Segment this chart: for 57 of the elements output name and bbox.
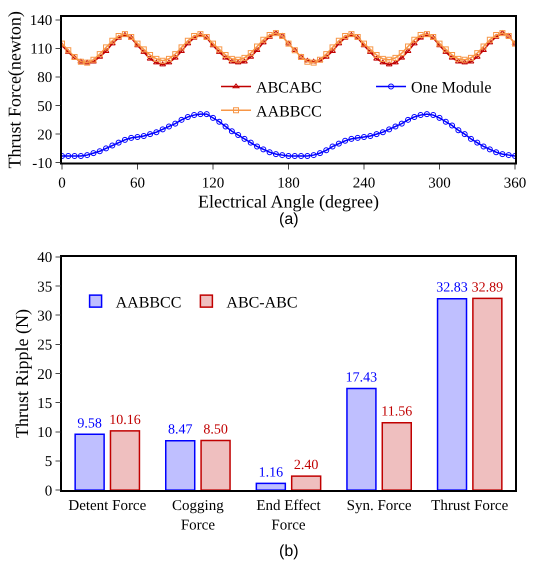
legend-label: ABCABC	[256, 80, 322, 97]
y-tick-label: 50	[37, 98, 52, 115]
y-axis-title: Thrust Ripple (N)	[12, 309, 32, 438]
bar	[436, 298, 468, 490]
bar	[290, 475, 322, 490]
x-tick-label: Syn. Force	[346, 498, 412, 514]
x-tick-label: 0	[58, 175, 66, 192]
y-axis-title: Thrust Force(newton)	[4, 11, 24, 169]
data-label: 2.40	[294, 458, 318, 474]
y-tick-label: 20	[37, 366, 52, 383]
bar	[200, 440, 231, 490]
y-tick-label: 110	[30, 42, 52, 58]
data-label: 32.83	[436, 280, 468, 296]
x-tick-label: 300	[428, 175, 451, 192]
bar	[165, 440, 196, 490]
x-tick-label: 180	[277, 175, 300, 192]
y-tick-label: 10	[37, 425, 52, 442]
x-tick-label: 240	[352, 175, 376, 192]
bar	[382, 422, 412, 490]
bar	[256, 482, 286, 490]
data-label: 1.16	[258, 465, 284, 480]
y-tick-label: 0	[44, 483, 52, 500]
legend-label: AABBCC	[116, 294, 182, 312]
text: (a)	[279, 211, 299, 228]
y-tick-label: 25	[37, 338, 52, 354]
y-tick-label: 40	[37, 250, 52, 266]
bar	[472, 298, 503, 490]
data-label: 9.58	[77, 416, 102, 432]
data-label: 32.89	[472, 280, 504, 296]
bar	[74, 434, 105, 490]
y-tick-label: 15	[37, 396, 52, 412]
x-axis-title: Electrical Angle (degree)	[198, 191, 379, 212]
x-tick-label: End Effect Force	[256, 498, 322, 534]
data-label: 8.47	[168, 422, 192, 438]
y-tick-label: 20	[37, 127, 52, 144]
x-tick-label: Detent Force	[68, 498, 147, 514]
bar	[110, 430, 140, 490]
x-tick-label: 360	[504, 175, 526, 192]
y-tick-label: 140	[30, 13, 52, 30]
legend-label: AABBCC	[256, 103, 322, 120]
x-tick-label: 120	[202, 175, 224, 192]
bar	[346, 388, 377, 490]
y-tick-label: 30	[37, 308, 52, 324]
legend-label: One Module	[411, 80, 492, 97]
text: (b)	[279, 543, 299, 560]
data-label: 8.50	[203, 422, 228, 438]
legend-label: ABC-ABC	[226, 294, 298, 312]
y-tick-label: 35	[37, 279, 52, 296]
data-label: 11.56	[381, 404, 412, 420]
data-label: 10.16	[109, 412, 141, 428]
y-tick-label: -10	[32, 156, 52, 172]
x-tick-label: 60	[130, 175, 145, 192]
data-label: 17.43	[346, 370, 378, 386]
y-tick-label: 80	[37, 70, 52, 86]
y-tick-label: 5	[44, 454, 52, 470]
x-tick-label: Cogging Force	[172, 498, 224, 534]
x-tick-label: Thrust Force	[431, 498, 509, 514]
